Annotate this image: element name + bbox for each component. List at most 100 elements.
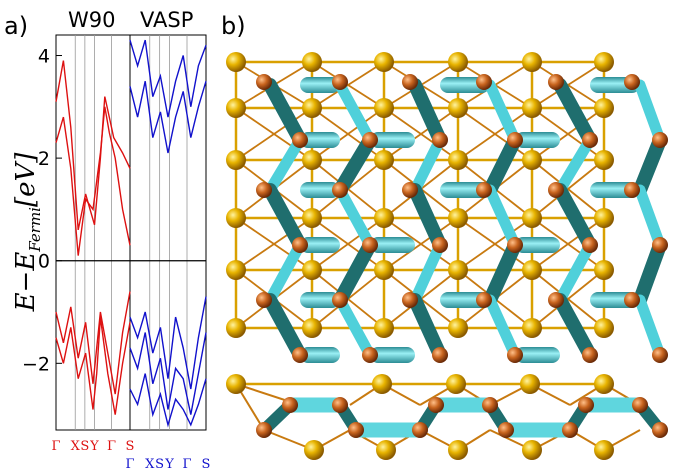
teal-bond [334,184,376,251]
gold-atom [522,318,542,338]
copper-atom [348,422,364,438]
teal-bond [409,239,446,306]
bond-line [311,217,385,271]
kpath-label: S [155,457,164,470]
teal-bond [633,133,667,197]
copper-atom [432,132,448,148]
copper-atom [292,132,308,148]
copper-atom [582,132,598,148]
copper-atom [652,422,668,438]
bond-line [531,159,605,219]
bond-line [383,217,459,271]
copper-atom [432,237,448,253]
copper-atom [482,397,498,413]
teal-bond [370,347,415,363]
teal-bond [633,238,667,307]
band-line [129,296,207,390]
teal-bond [553,78,597,147]
gold-atom [594,208,614,228]
copper-atom [292,237,308,253]
copper-atom [507,237,523,253]
gold-atom [594,52,614,72]
bond-line [457,217,533,271]
teal-bond [483,238,522,307]
teal-bond [484,294,521,361]
gold-atom [448,98,468,118]
crystal-structure-image [226,52,668,460]
teal-bond [370,237,415,253]
bond-line [235,217,313,271]
copper-atom [548,292,564,308]
teal-bond [409,134,446,196]
gold-atom [594,374,614,394]
teal-bond [634,79,666,146]
teal-bond [300,182,340,198]
band-line [129,332,207,415]
copper-atom [652,237,668,253]
teal-bond [300,132,340,148]
bond-line [235,107,313,161]
gold-atom [448,440,468,460]
copper-atom [507,132,523,148]
bond-line [531,269,605,329]
copper-atom [332,182,348,198]
band-line [129,373,207,428]
gold-atom [304,440,324,460]
copper-atom [402,74,418,90]
gold-atom [302,260,322,280]
teal-bond [515,237,560,253]
gold-atom [522,52,542,72]
copper-atom [507,347,523,363]
gold-atom [446,374,466,394]
y-tick-label: 4 [38,46,50,68]
gold-atom [522,98,542,118]
y-label-unit: [eV] [11,152,41,207]
gold-atom [594,98,614,118]
gold-atom [448,260,468,280]
copper-atom [624,292,640,308]
copper-atom [362,132,378,148]
gold-atom [594,260,614,280]
gold-atom [374,150,394,170]
copper-atom [582,347,598,363]
teal-bond [408,183,447,252]
bond-line [531,217,605,271]
gold-atom [520,374,540,394]
gold-atom [226,318,246,338]
copper-atom [256,74,272,90]
kpath-label: Γ [182,457,191,470]
gold-atom [522,440,542,460]
teal-bond [553,183,597,252]
kpath-label: Γ [107,439,116,454]
copper-atom [498,422,514,438]
gold-atom [522,150,542,170]
copper-atom [402,182,418,198]
teal-bond [554,134,596,196]
y-axis-label: E−EFermi[eV] [11,152,44,313]
copper-atom [292,347,308,363]
teal-bond [300,347,340,363]
gold-atom [594,440,614,460]
teal-bond [408,78,447,147]
copper-atom [256,422,272,438]
teal-bond [300,77,340,93]
copper-atom [548,182,564,198]
copper-atom [562,422,578,438]
kpath-label: Γ [125,457,134,470]
copper-atom [432,347,448,363]
teal-bond [300,237,340,253]
y-label-sub: Fermi [26,207,44,253]
copper-atom [256,292,272,308]
teal-bond [333,133,377,197]
teal-bond [264,134,306,196]
band-line [55,317,131,415]
teal-bond [408,293,447,362]
copper-atom [332,397,348,413]
band-line [129,81,207,154]
gold-atom [522,208,542,228]
copper-atom [582,237,598,253]
gold-atom [226,208,246,228]
band-line [55,106,131,256]
